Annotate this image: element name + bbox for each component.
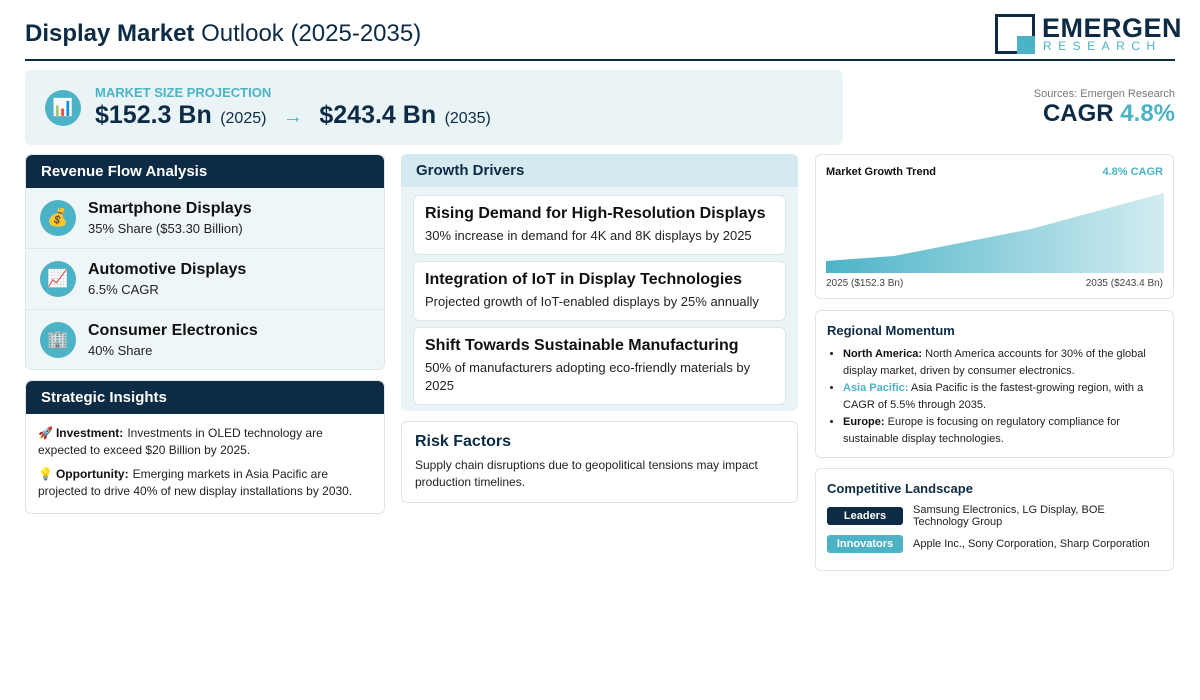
insight-label: Opportunity: — [55, 467, 129, 481]
insight-text: Emerging markets in Asia Pacific are pro… — [38, 467, 353, 498]
risk-text: Supply chain disruptions due to geopolit… — [415, 458, 758, 489]
section-title: Strategic Insights — [26, 381, 384, 414]
cagr-label: CAGR — [1042, 100, 1114, 127]
item-text: Smartphone Displays 35% Share ($53.30 Bil… — [88, 200, 252, 236]
tag: Innovators — [827, 535, 903, 553]
regional-title: Regional Momentum — [827, 323, 955, 338]
page-title: Display Market Outlook (2025-2035) — [25, 20, 421, 48]
driver: Rising Demand for High-Resolution Displa… — [413, 195, 786, 255]
growth-drivers: Growth Drivers Rising Demand for High-Re… — [401, 154, 798, 411]
insight-list: 🚀 Investment: Investments in OLED technolo… — [26, 414, 384, 500]
insight: 💡 Opportunity: Emerging markets in Asia Pa… — [38, 466, 372, 500]
driver-text: Projected growth of IoT-enabled displays… — [425, 294, 759, 309]
strategic-insights: Strategic Insights 🚀 Investment: Investmen… — [25, 380, 385, 514]
competitive-list: Leaders Samsung Electronics, LG Display, … — [827, 504, 1162, 553]
competitive-landscape: Competitive Landscape Leaders Samsung Ele… — [815, 468, 1174, 571]
growth-trend: Market Growth Trend 4.8% CAGR 2025 ($152… — [815, 154, 1174, 299]
revenue-item: 📈 Automotive Displays 6.5% CAGR — [26, 249, 384, 310]
source: Sources: Emergen Research — [1033, 88, 1175, 100]
projection-icon: 📊 — [45, 90, 81, 126]
region-text: Asia Pacific is the fastest-growing regi… — [843, 382, 1144, 411]
risk-factors: Risk Factors Supply chain disruptions du… — [401, 421, 798, 503]
trend-badge: 4.8% CAGR — [1102, 166, 1163, 178]
start-year: (2025) — [220, 110, 267, 127]
regional-list: North America: North America accounts fo… — [827, 346, 1162, 447]
revenue-flow: Revenue Flow Analysis 💰 Smartphone Displa… — [25, 154, 385, 370]
region: North America: North America accounts fo… — [843, 346, 1162, 379]
revenue-list: 💰 Smartphone Displays 35% Share ($53.30 Bi… — [26, 188, 384, 369]
item-detail: 35% Share ($53.30 Billion) — [88, 221, 243, 236]
item-icon: 💰 — [40, 200, 76, 236]
region-label: Europe: — [843, 416, 885, 428]
trend-title: Market Growth Trend — [826, 166, 937, 178]
end-year: (2035) — [444, 110, 491, 127]
driver: Integration of IoT in Display Technologi… — [413, 261, 786, 321]
revenue-item: 🏢 Consumer Electronics 40% Share — [26, 310, 384, 369]
driver-title: Shift Towards Sustainable Manufacturing — [425, 337, 739, 354]
projection-values: $152.3 Bn (2025) → $243.4 Bn (2035) — [95, 101, 491, 130]
driver: Shift Towards Sustainable Manufacturing 5… — [413, 327, 786, 405]
driver-text: 30% increase in demand for 4K and 8K dis… — [425, 228, 752, 243]
region: Asia Pacific: Asia Pacific is the fastes… — [843, 380, 1162, 413]
end-value: $243.4 Bn — [319, 101, 437, 129]
revenue-item: 💰 Smartphone Displays 35% Share ($53.30 Bi… — [26, 188, 384, 249]
insight-text: Investments in OLED technology are expec… — [38, 426, 323, 457]
item-detail: 40% Share — [88, 343, 153, 358]
insight-label: Investment: — [55, 426, 124, 440]
region-text: Europe is focusing on regulatory complia… — [843, 416, 1120, 445]
item-detail: 6.5% CAGR — [88, 282, 159, 297]
cagr-value: 4.8% — [1120, 100, 1175, 127]
item-name: Consumer Electronics — [88, 322, 258, 339]
section-title: Growth Drivers — [401, 154, 798, 187]
trend-chart — [826, 193, 1164, 273]
insight-icon: 💡 — [38, 467, 53, 481]
insight-icon: 🚀 — [38, 426, 53, 440]
item-icon: 🏢 — [40, 322, 76, 358]
competitor-text: Apple Inc., Sony Corporation, Sharp Corp… — [913, 538, 1150, 550]
region: Europe: Europe is focusing on regulatory… — [843, 414, 1162, 447]
item-text: Automotive Displays 6.5% CAGR — [88, 261, 246, 297]
projection-box: 📊 MARKET SIZE PROJECTION $152.3 Bn (2025… — [25, 70, 843, 145]
cagr: CAGR 4.8% — [1043, 100, 1175, 128]
arrow: → — [282, 106, 303, 128]
item-name: Smartphone Displays — [88, 200, 252, 217]
trend-area — [826, 193, 1164, 273]
item-text: Consumer Electronics 40% Share — [88, 322, 258, 358]
section-title: Revenue Flow Analysis — [26, 155, 384, 188]
driver-title: Rising Demand for High-Resolution Displa… — [425, 205, 766, 222]
risk-title: Risk Factors — [415, 433, 512, 450]
header-rule — [25, 59, 1175, 61]
trend-start: 2025 ($152.3 Bn) — [826, 278, 904, 289]
region-label: Asia Pacific: — [843, 382, 909, 394]
logo-accent — [1017, 36, 1035, 54]
regional-momentum: Regional Momentum North America: North A… — [815, 310, 1174, 458]
insight: 🚀 Investment: Investments in OLED technolo… — [38, 425, 372, 459]
driver-text: 50% of manufacturers adopting eco-friend… — [425, 360, 751, 393]
region-text: North America accounts for 30% of the gl… — [843, 348, 1146, 377]
competitor-row: Leaders Samsung Electronics, LG Display, … — [827, 504, 1162, 528]
logo-top: EMERGEN — [1042, 13, 1183, 43]
competitive-title: Competitive Landscape — [827, 481, 973, 496]
title-bold: Display Market — [25, 20, 195, 47]
start-value: $152.3 Bn — [95, 101, 212, 129]
tag: Leaders — [827, 507, 903, 525]
title-rest: Outlook (2025-2035) — [201, 20, 422, 47]
region-label: North America: — [843, 348, 923, 360]
logo-bottom: RESEARCH — [1043, 39, 1162, 53]
projection-label: MARKET SIZE PROJECTION — [95, 85, 272, 100]
competitor-text: Samsung Electronics, LG Display, BOE Tec… — [913, 504, 1105, 528]
logo-box — [995, 14, 1035, 54]
driver-title: Integration of IoT in Display Technologi… — [425, 271, 743, 288]
item-icon: 📈 — [40, 261, 76, 297]
trend-end: 2035 ($243.4 Bn) — [1085, 278, 1163, 289]
competitor-row: Innovators Apple Inc., Sony Corporation, … — [827, 535, 1162, 553]
item-name: Automotive Displays — [88, 261, 247, 278]
